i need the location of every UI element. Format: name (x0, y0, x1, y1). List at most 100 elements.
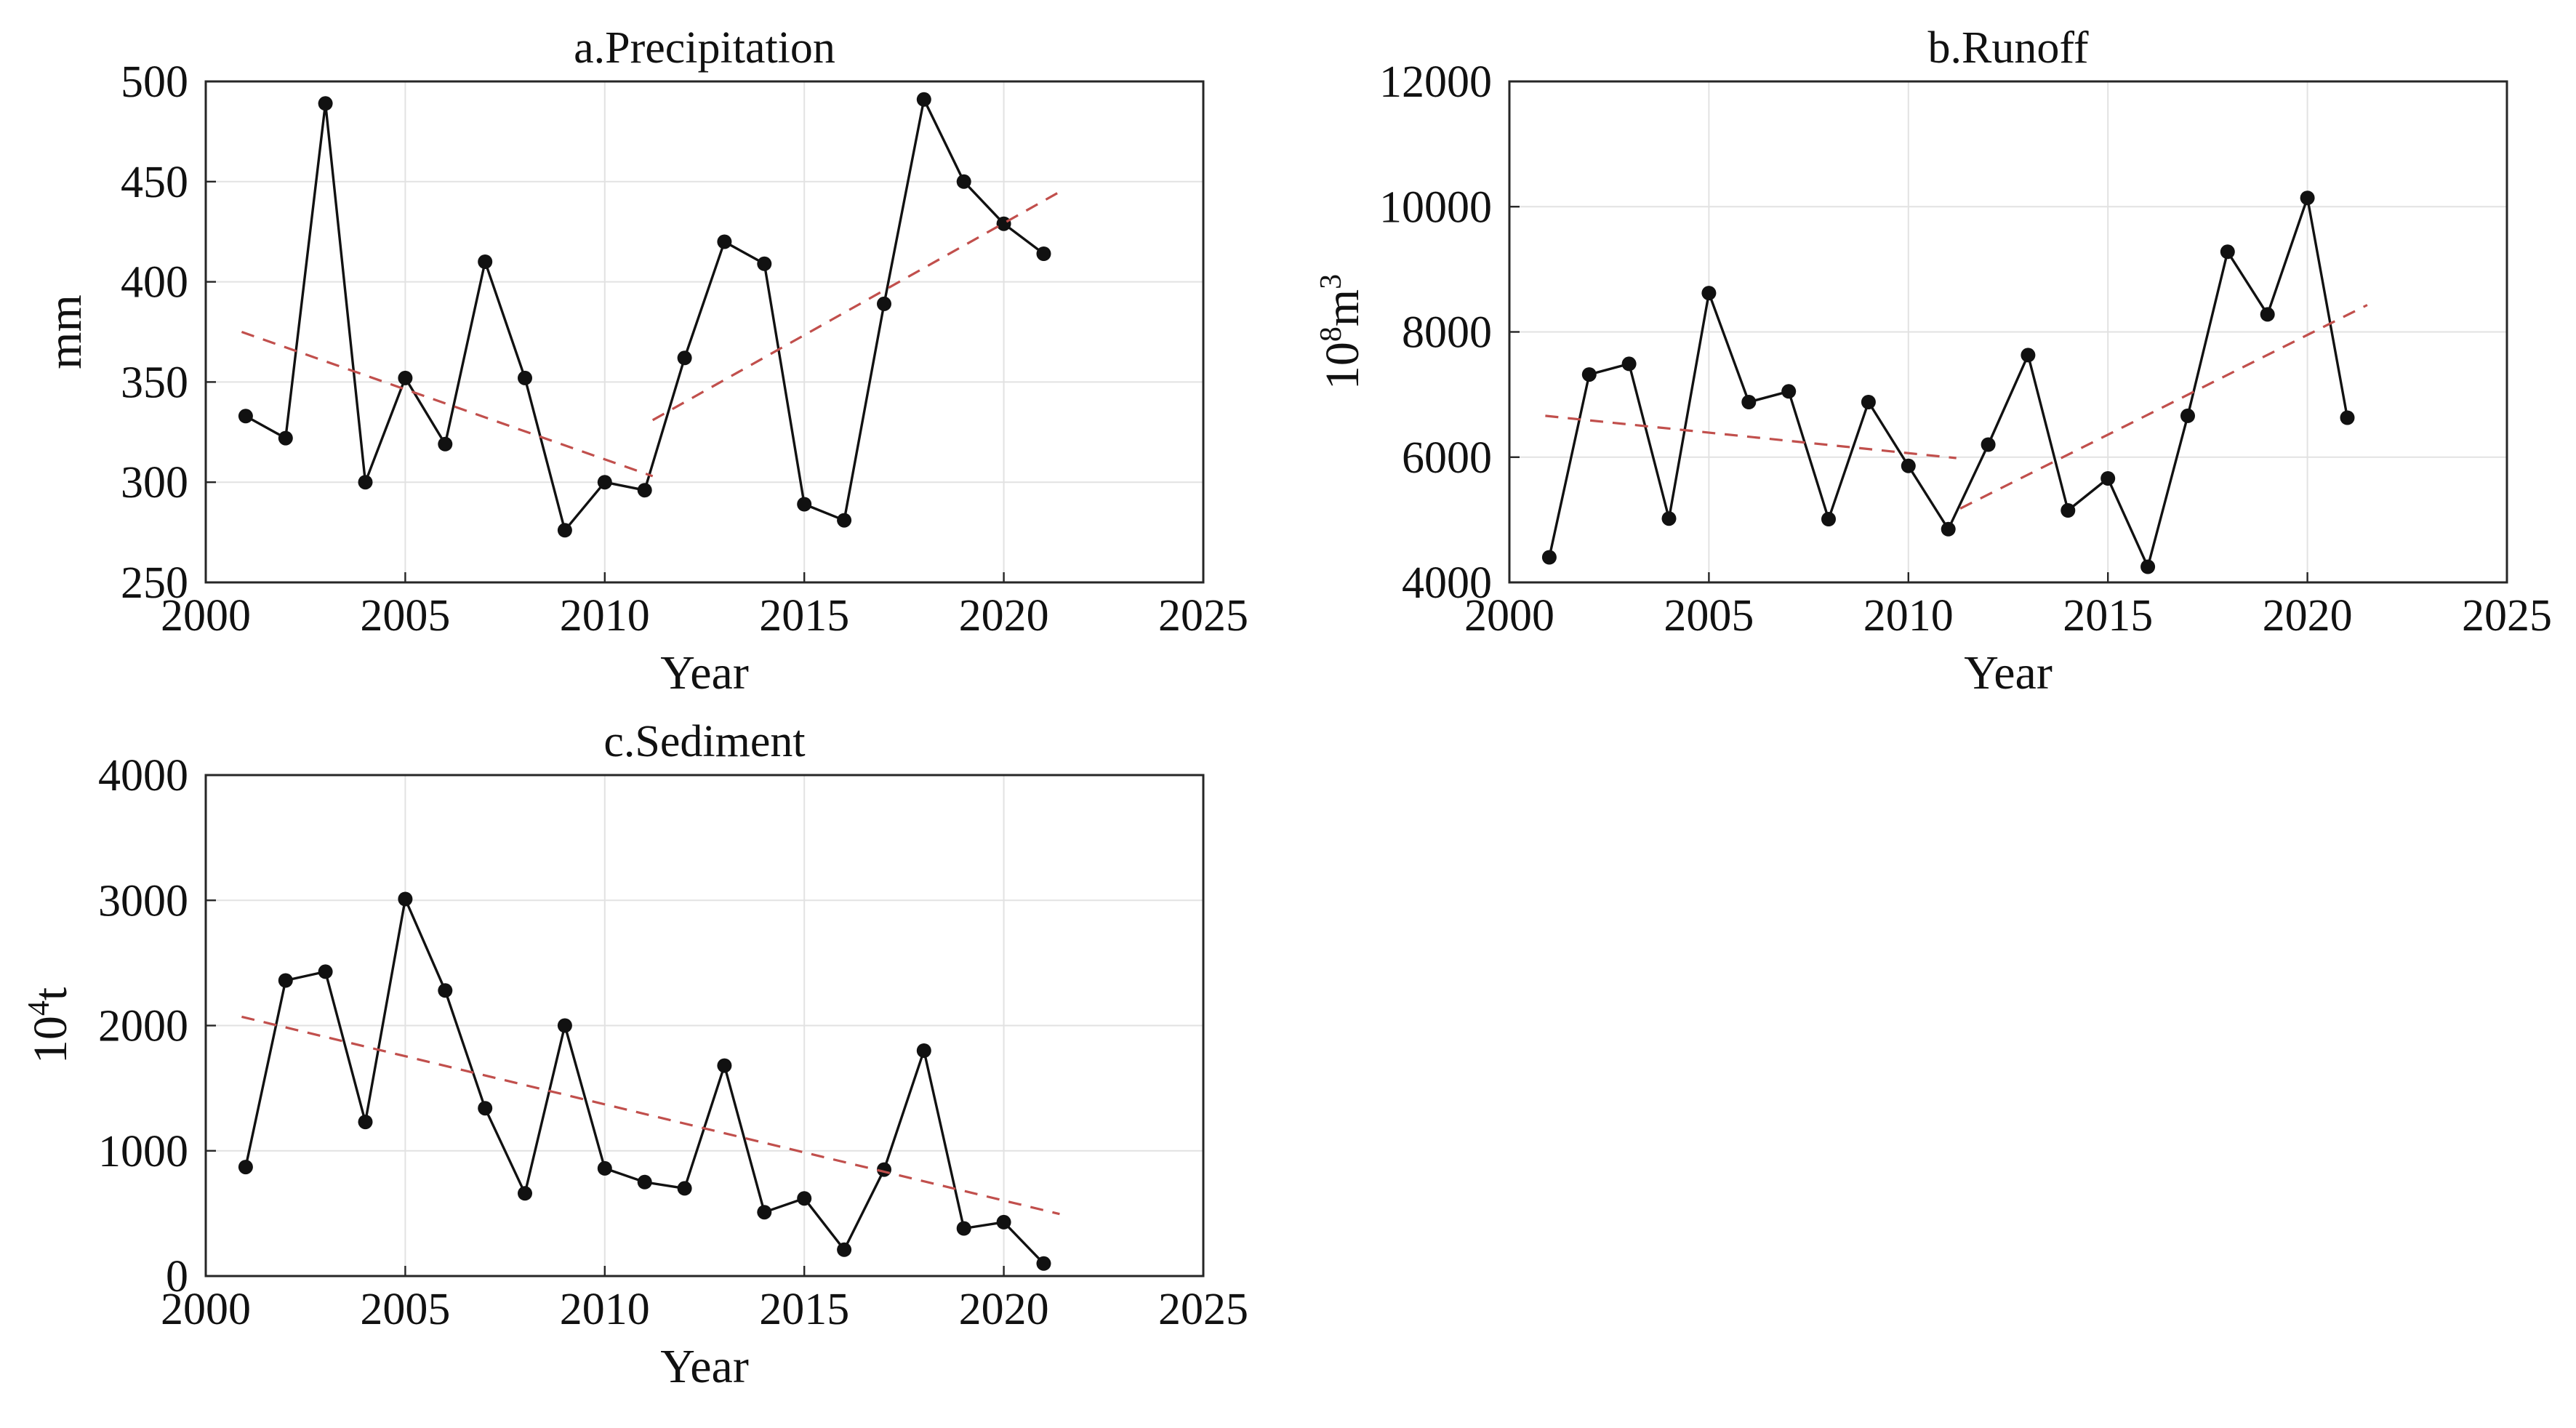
data-point-marker (278, 430, 293, 446)
data-point-marker (1541, 550, 1557, 565)
y-tick-label: 0 (166, 1252, 188, 1301)
data-point-marker (2220, 244, 2235, 260)
data-point-marker (358, 1115, 373, 1130)
data-point-marker (996, 1214, 1011, 1230)
y-tick-label: 8000 (1402, 308, 1492, 358)
x-tick-label: 2000 (1464, 591, 1554, 641)
data-point-marker (956, 174, 971, 189)
x-tick-label: 2010 (560, 591, 650, 641)
data-point-marker (597, 475, 612, 490)
data-point-marker (438, 983, 453, 998)
x-tick-label: 2015 (759, 591, 849, 641)
chart-c: 0 1000 2000 3000 4000 2000 2005 2010 2015 2020 202… (23, 717, 1248, 1393)
data-point-marker (2140, 559, 2156, 574)
data-point-marker (557, 1018, 572, 1033)
data-point-marker (1981, 437, 1996, 452)
y-tick-label: 2000 (98, 1002, 188, 1051)
trend-line (241, 330, 654, 478)
data-point-marker (478, 1101, 493, 1116)
chart-a: 250 300 350 400 450 500 2000 2005 2010 2015 2020 20… (39, 23, 1248, 699)
x-tick-label: 2005 (360, 591, 450, 641)
data-point-marker (1861, 395, 1876, 409)
data-point-marker (797, 1191, 812, 1206)
x-axis-label: Year (660, 1340, 749, 1393)
data-point-marker (717, 234, 732, 249)
axis-box (1508, 80, 2508, 584)
y-tick-label: 250 (121, 558, 188, 608)
data-point-marker (398, 370, 413, 385)
x-tick-label: 2000 (161, 1285, 251, 1334)
y-tick-label: 6000 (1402, 433, 1492, 483)
data-point-marker (837, 513, 852, 528)
data-point-marker (278, 973, 293, 988)
data-point-marker (2340, 410, 2355, 425)
data-point-marker (2300, 190, 2315, 206)
x-axis-label: Year (660, 646, 749, 699)
data-point-marker (2100, 471, 2116, 486)
data-point-marker (238, 1160, 253, 1175)
data-point-marker (1661, 511, 1677, 526)
x-tick-label: 2015 (759, 1285, 849, 1334)
x-tick-label: 2015 (2063, 591, 2153, 641)
data-point-marker (677, 350, 692, 366)
data-point-marker (557, 523, 572, 538)
data-point-marker (757, 1205, 772, 1220)
data-point-marker (757, 256, 772, 271)
data-point-marker (2260, 307, 2275, 322)
data-point-marker (1941, 521, 1956, 537)
data-point-marker (837, 1242, 852, 1257)
x-tick-label: 2010 (560, 1285, 650, 1334)
data-point-marker (597, 1160, 612, 1176)
x-tick-label: 2020 (959, 591, 1049, 641)
data-point-marker (1781, 384, 1797, 399)
y-axis-label: 104t (23, 987, 77, 1064)
y-tick-label: 1000 (98, 1127, 188, 1176)
x-tick-label: 2025 (1158, 1285, 1248, 1334)
data-point-marker (318, 96, 333, 111)
data-point-marker (797, 497, 812, 512)
data-point-marker (398, 891, 413, 907)
trend-line (1545, 414, 1957, 460)
data-point-marker (2021, 348, 2036, 363)
x-axis-label: Year (1964, 646, 2053, 699)
data-point-marker (1741, 395, 1757, 409)
data-point-marker (637, 483, 652, 498)
data-point-marker (438, 436, 453, 452)
data-point-marker (238, 409, 253, 424)
chart-b: 4000 6000 8000 10000 12000 2000 2005 2010 2015 20… (1315, 23, 2552, 699)
y-tick-label: 300 (121, 458, 188, 508)
y-tick-label: 3000 (98, 876, 188, 926)
trend-line (651, 188, 1064, 422)
x-tick-label: 2025 (2462, 591, 2552, 641)
data-point-marker (916, 1043, 931, 1058)
data-point-marker (2061, 503, 2076, 518)
data-point-marker (1036, 1256, 1051, 1271)
plot-area (206, 81, 1203, 582)
y-tick-label: 10000 (1379, 182, 1492, 232)
trend-line (241, 1015, 1060, 1216)
y-tick-label: 450 (121, 158, 188, 207)
data-point-marker (2180, 408, 2195, 423)
y-axis-label: 108m3 (1315, 274, 1369, 390)
data-point-marker (1036, 246, 1051, 261)
data-point-marker (877, 296, 891, 311)
data-point-marker (637, 1174, 652, 1190)
y-tick-label: 4000 (98, 751, 188, 801)
x-tick-label: 2020 (959, 1285, 1049, 1334)
data-point-marker (956, 1221, 971, 1236)
y-tick-label: 400 (121, 258, 188, 308)
y-tick-label: 12000 (1379, 57, 1492, 107)
x-tick-label: 2005 (1664, 591, 1754, 641)
chart-title: b.Runoff (1927, 23, 2088, 73)
data-point-marker (318, 964, 333, 979)
data-point-marker (1901, 458, 1916, 473)
x-tick-label: 2000 (161, 591, 251, 641)
data-point-marker (916, 92, 931, 107)
chart-title: a.Precipitation (574, 23, 835, 73)
axis-box (204, 80, 1205, 584)
x-tick-label: 2005 (360, 1285, 450, 1334)
axis-box (204, 774, 1205, 1277)
data-point-marker (1621, 356, 1637, 372)
y-tick-label: 500 (121, 57, 188, 107)
